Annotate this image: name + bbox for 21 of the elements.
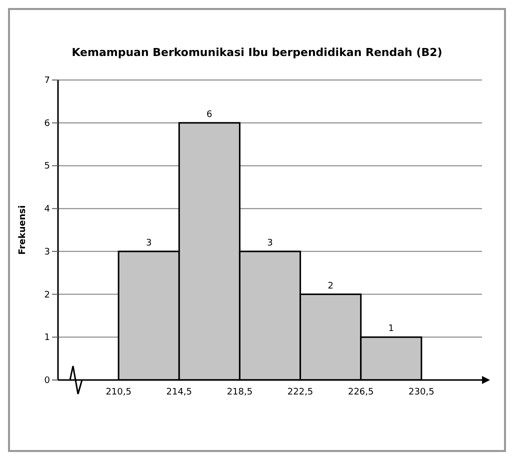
x-tick-label: 218,5	[226, 387, 253, 398]
y-tick-label: 1	[44, 333, 50, 344]
x-tick-label: 226,5	[348, 387, 374, 398]
x-tick-label: 230,5	[408, 387, 434, 398]
y-axis-title: Frekuensi	[18, 205, 28, 255]
data-label: 3	[146, 238, 152, 248]
x-tick-label: 214,5	[166, 387, 192, 398]
data-label: 1	[388, 324, 394, 334]
data-label: 3	[267, 238, 273, 248]
y-tick-label: 5	[44, 162, 50, 172]
y-tick-label: 7	[44, 76, 50, 86]
data-label: 2	[328, 281, 334, 292]
y-tick-label: 4	[44, 204, 50, 215]
y-tick-label: 6	[44, 118, 50, 129]
y-tick-label: 0	[44, 376, 50, 386]
y-tick-label: 3	[44, 247, 50, 258]
data-label: 6	[206, 110, 213, 120]
chart-title: Kemampuan Berkomunikasi Ibu berpendidikan Rendah (B2)	[70, 46, 444, 59]
x-tick-label: 222,5	[287, 387, 314, 398]
x-tick-label: 210,5	[106, 387, 132, 398]
y-tick-label: 2	[44, 290, 50, 300]
